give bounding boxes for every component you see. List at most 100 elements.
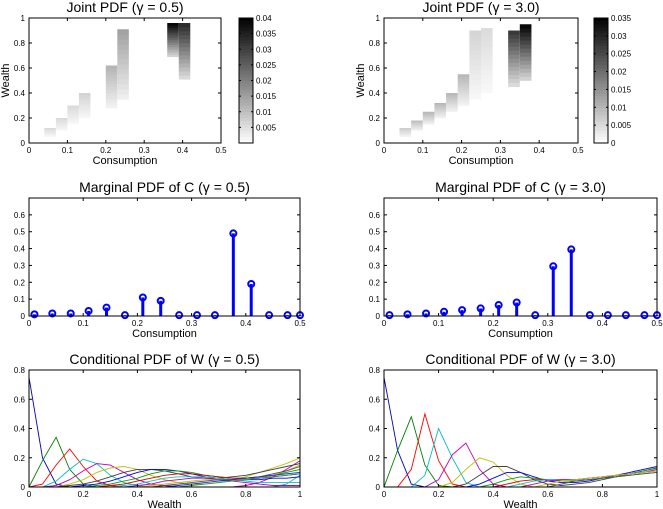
colorbar-frame [593, 17, 609, 144]
heatmap-cell [446, 103, 458, 106]
heatmap-cell [67, 105, 79, 108]
series-line [384, 470, 658, 488]
colorbar-swatch [239, 71, 253, 75]
colorbar: 0 0.005 0.01 0.015 0.02 0.025 0.03 0.035 [593, 14, 632, 148]
stem-marker [30, 310, 39, 319]
heatmap-cell [167, 42, 179, 45]
heatmap-cell [481, 46, 493, 52]
stem-marker [440, 307, 449, 316]
x-tick-label: 0.1 [433, 319, 445, 328]
y-tick-label: 0.4 [369, 425, 381, 434]
x-axis-label: Wealth [503, 499, 537, 509]
heatmap-cell [78, 100, 91, 103]
colorbar-swatch [594, 36, 608, 41]
series-line [29, 473, 301, 488]
x-tick-label: 0.2 [132, 319, 144, 328]
heatmap-cell [78, 116, 91, 119]
heatmap-cell [55, 118, 68, 120]
colorbar-swatch [239, 36, 253, 41]
colorbar-swatch [594, 130, 608, 134]
heatmap-cell [117, 29, 129, 35]
stem-marker [458, 306, 467, 315]
heatmap-cell [117, 49, 129, 55]
colorbar-swatch [594, 99, 608, 103]
heatmap-cell [117, 84, 129, 90]
heatmap-cell [105, 71, 118, 75]
x-tick-label: 0 [382, 319, 387, 328]
heatmap-cell [78, 110, 91, 113]
heatmap-cell [519, 24, 532, 29]
x-axis-label: Consumption [449, 155, 514, 167]
plot-frame [28, 17, 222, 144]
colorbar-tick-label: 0.03 [256, 45, 272, 54]
heatmap-cell [457, 85, 470, 88]
heatmap-cell [105, 92, 118, 97]
heatmap-cell [67, 106, 79, 109]
heatmap-cell [67, 110, 79, 113]
heatmap-cell [44, 130, 56, 132]
heatmap-cell [55, 123, 68, 125]
heatmap-cell [44, 133, 56, 134]
y-tick-label: 0 [376, 312, 381, 321]
heatmap-cell [434, 112, 447, 115]
heatmap-cell [78, 107, 91, 110]
colorbar-tick-label: 0.005 [256, 123, 277, 132]
colorbar-tick-label: 0.02 [256, 77, 272, 86]
x-tick-label: 0.2 [488, 319, 500, 328]
heatmap-cell [457, 89, 470, 93]
x-tick-label: 0.4 [597, 319, 609, 328]
heatmap-cell [446, 97, 458, 99]
x-tick-label: 0.4 [177, 146, 189, 155]
heatmap-cell [469, 59, 481, 66]
heatmap-cell [399, 128, 412, 130]
heatmap-cell [399, 134, 412, 136]
heatmap-cell [117, 74, 129, 80]
colorbar-swatch [594, 68, 608, 72]
x-tick-label: 0.2 [433, 490, 445, 499]
heatmap-cell [167, 39, 179, 43]
y-axis-label: Wealth [0, 63, 12, 97]
heatmap-cell [178, 51, 191, 56]
heatmap-cell [508, 38, 520, 43]
heatmap-cell [411, 128, 423, 130]
heatmap-cell [446, 102, 458, 105]
x-tick-label: 0 [27, 490, 32, 499]
colorbar-tick-label: 0.01 [611, 103, 627, 112]
heatmap-cell [434, 111, 447, 113]
colorbar-swatch [594, 27, 608, 31]
heatmap-cell [399, 133, 412, 134]
heatmap-cell [105, 98, 118, 103]
heatmap-cell [167, 27, 179, 31]
stem-marker [193, 311, 202, 320]
y-tick-label: 0.1 [369, 295, 381, 304]
heatmap-cell [446, 109, 458, 111]
colorbar-swatch [239, 18, 253, 22]
colorbar-swatch [594, 83, 608, 88]
heatmap-cell [422, 119, 435, 121]
stem-series [385, 245, 661, 320]
x-tick-label: 0 [382, 146, 387, 155]
heatmap-cell [67, 122, 79, 125]
heatmap-cell [446, 107, 458, 110]
heatmap-cell [178, 43, 191, 48]
colorbar-tick-label: 0.025 [611, 50, 632, 59]
heatmap-cell [167, 32, 179, 36]
chart-panel-conditional-high: Conditional PDF of W (γ = 3.0) Wealth 0 0.2… [369, 351, 660, 509]
heatmap-cell [434, 108, 447, 110]
y-tick-label: 0.2 [14, 278, 26, 287]
chart-title: Conditional PDF of W (γ = 0.5) [69, 351, 259, 367]
colorbar-swatch [239, 105, 253, 109]
y-tick-label: 0 [376, 483, 381, 492]
heatmap-cell [469, 35, 481, 41]
stem-series [30, 229, 304, 320]
chart-panel-joint-high: 0 0.005 0.01 0.015 0.02 0.025 0.03 0.035 Joint P… [355, 0, 632, 167]
heatmap-cell [105, 77, 118, 81]
heatmap-cell [457, 103, 470, 106]
heatmap-cell [55, 126, 68, 128]
colorbar-swatch [594, 61, 608, 66]
heatmap-cell [508, 74, 520, 80]
colorbar-swatch [239, 136, 253, 141]
heatmap-cell [55, 124, 68, 126]
heatmap-cell [481, 28, 493, 33]
stem-marker [247, 279, 256, 288]
